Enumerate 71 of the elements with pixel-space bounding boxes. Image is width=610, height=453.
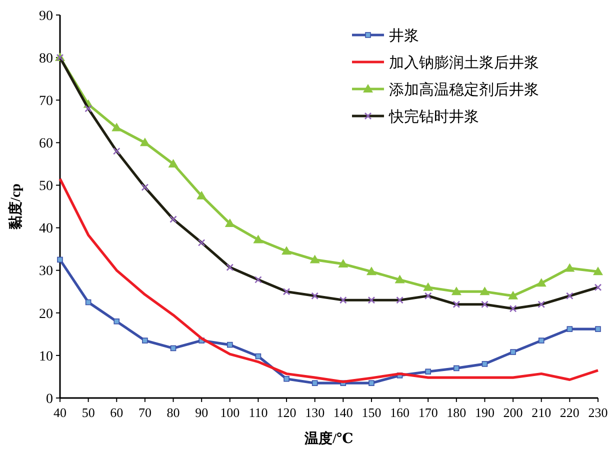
point — [282, 246, 292, 255]
point — [451, 286, 462, 296]
x-tick-label: 70 — [138, 405, 152, 420]
point — [142, 338, 148, 344]
x-tick-label: 180 — [446, 405, 466, 420]
point — [536, 278, 546, 287]
point — [284, 376, 290, 382]
x-tick-label: 110 — [248, 405, 268, 420]
point — [170, 345, 176, 352]
x-tick-label: 150 — [362, 405, 382, 420]
point — [310, 254, 320, 264]
y-tick-label: 30 — [39, 264, 53, 280]
y-tick-label: 40 — [39, 222, 53, 237]
point — [140, 138, 150, 146]
point — [196, 190, 207, 200]
x-tick-label: 120 — [276, 405, 296, 420]
x-tick-label: 60 — [110, 405, 124, 420]
y-tick-label: 50 — [39, 179, 53, 194]
x-tick-label: 50 — [82, 405, 95, 420]
legend-label: 快完钻时井浆 — [388, 107, 479, 126]
point — [114, 318, 120, 324]
point — [312, 380, 318, 386]
x-tick-label: 80 — [166, 405, 180, 420]
point — [593, 266, 603, 276]
point — [224, 218, 235, 228]
point — [85, 299, 92, 306]
point — [112, 122, 122, 132]
x-tick-label: 190 — [474, 405, 494, 420]
x-tick-label: 140 — [333, 405, 353, 420]
x-tick-label: 130 — [305, 405, 325, 420]
x-tick-label: 90 — [195, 405, 208, 420]
point — [564, 263, 575, 272]
point — [510, 349, 516, 355]
point — [253, 234, 264, 244]
point — [226, 342, 233, 348]
x-tick-label: 100 — [220, 405, 240, 420]
point — [595, 326, 601, 332]
legend-label: 加入钠膨润土浆后井浆 — [389, 53, 539, 72]
x-tick-label: 230 — [588, 405, 608, 420]
point — [423, 282, 434, 291]
point — [482, 361, 488, 367]
point — [566, 326, 573, 332]
point — [454, 365, 460, 372]
y-tick-label: 0 — [46, 392, 53, 407]
legend-label: 井浆 — [389, 26, 419, 44]
y-tick-label: 80 — [39, 51, 53, 66]
y-tick-label: 60 — [39, 136, 53, 152]
point — [168, 158, 178, 168]
x-tick-label: 220 — [560, 405, 580, 420]
y-tick-label: 90 — [39, 8, 53, 24]
point — [366, 266, 376, 276]
y-tick-label: 10 — [39, 349, 53, 364]
y-tick-label: 20 — [39, 306, 53, 322]
x-tick-label: 160 — [390, 405, 410, 420]
point — [425, 368, 432, 375]
y-tick-label: 70 — [39, 94, 53, 110]
x-tick-label: 40 — [54, 405, 66, 420]
point — [508, 290, 518, 300]
point — [480, 286, 490, 296]
point — [394, 274, 405, 284]
legend-label: 添加高温稳定剂后井浆 — [389, 80, 539, 98]
x-tick-label: 210 — [532, 405, 552, 420]
x-tick-label: 200 — [503, 405, 523, 420]
point — [368, 380, 374, 386]
x-tick-label: 170 — [418, 405, 438, 420]
point — [338, 258, 348, 268]
y-axis-title: 黏度/cp — [7, 183, 24, 230]
point — [255, 353, 262, 360]
point — [57, 256, 63, 263]
point — [538, 338, 544, 344]
x-axis-title: 温度/℃ — [304, 430, 354, 447]
